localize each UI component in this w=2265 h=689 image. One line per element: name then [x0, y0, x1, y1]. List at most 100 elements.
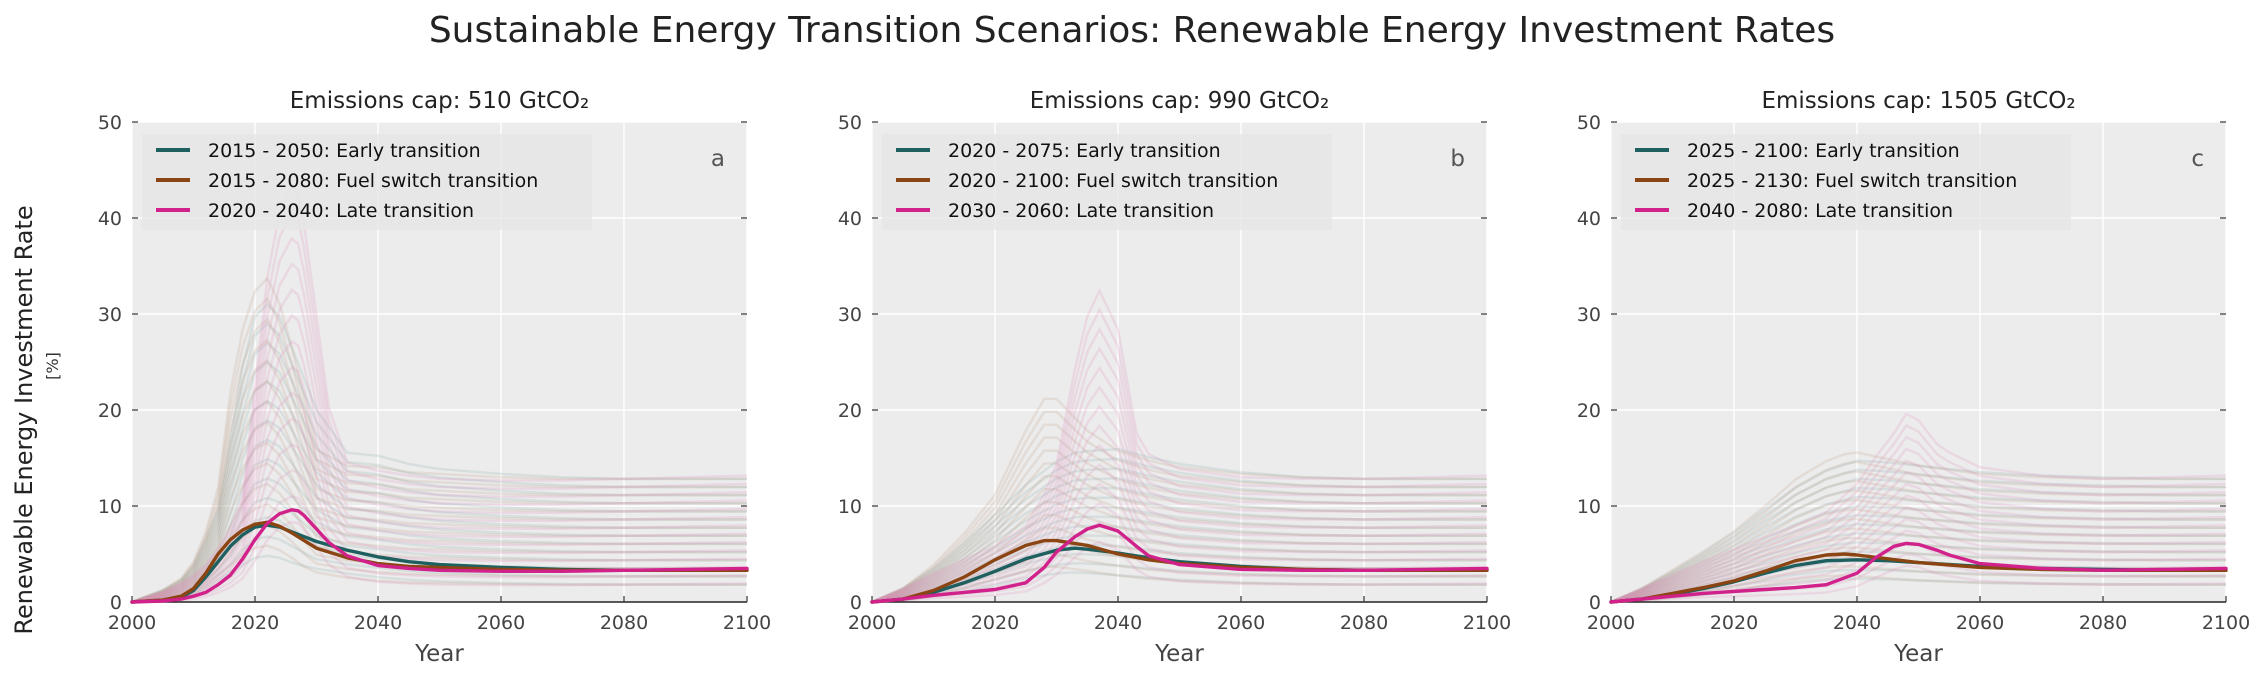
ensemble-line — [132, 236, 747, 602]
ensemble-line — [132, 276, 747, 602]
ensemble-line — [872, 475, 1487, 602]
ensemble-line — [1611, 470, 2226, 602]
ensemble-line — [132, 321, 747, 602]
series-line-late — [1609, 541, 2228, 604]
legend-entry: 2030 - 2060: Late transition — [948, 200, 1214, 222]
ensemble-line — [872, 565, 1487, 602]
ensemble-line — [1611, 451, 2226, 602]
ensemble-line — [1611, 486, 2226, 602]
ensemble-line — [132, 399, 747, 602]
ensemble-line — [1611, 508, 2226, 602]
x-tick-label: 2000 — [1587, 612, 1635, 634]
y-tick-label: 40 — [98, 208, 122, 230]
ensemble-line — [872, 447, 1487, 602]
ensemble-line — [1611, 482, 2226, 602]
series-line-late — [130, 508, 749, 604]
y-tick-label: 20 — [98, 400, 122, 422]
legend-entry: 2015 - 2050: Early transition — [208, 140, 481, 162]
ensemble-line — [132, 339, 747, 602]
ensemble-line — [872, 462, 1487, 602]
ensemble-line — [132, 417, 747, 602]
ensemble-line — [1611, 479, 2226, 602]
ensemble-line — [1611, 527, 2226, 602]
ensemble-line — [872, 486, 1487, 602]
ensemble-line — [1611, 412, 2226, 602]
ensemble-line — [872, 307, 1487, 602]
x-tick-label: 2040 — [1094, 612, 1142, 634]
ensemble-line — [872, 462, 1487, 602]
ensemble-line — [132, 380, 747, 602]
ensemble-line — [1611, 460, 2226, 602]
series-line-late — [870, 523, 1489, 604]
ensemble-line — [132, 418, 747, 602]
y-tick-label: 0 — [850, 592, 862, 614]
scenario-ensemble — [132, 184, 747, 602]
ensemble-line — [1611, 564, 2226, 602]
legend-entry: 2020 - 2040: Late transition — [208, 200, 474, 222]
y-tick-label: 30 — [838, 304, 862, 326]
ensemble-line — [872, 506, 1487, 602]
x-tick-label: 2000 — [848, 612, 896, 634]
panel-label: a — [711, 146, 725, 172]
chart-panel-c: 2000 2020 2040 2060 2080 2100 0 10 20 30 40 50 Year E… — [1577, 88, 2250, 667]
y-tick-label: 20 — [1577, 400, 1601, 422]
panel-label: b — [1450, 146, 1465, 172]
ensemble-line — [1611, 489, 2226, 602]
ensemble-line — [1611, 532, 2226, 602]
ensemble-line — [132, 391, 747, 602]
ensemble-line — [132, 535, 747, 602]
ensemble-line — [1611, 546, 2226, 602]
ensemble-line — [132, 400, 747, 602]
ensemble-line — [872, 436, 1487, 602]
ensemble-line — [872, 515, 1487, 602]
ensemble-line — [132, 443, 747, 602]
y-tick-label: 10 — [1577, 496, 1601, 518]
panel-title: Emissions cap: 1505 GtCO₂ — [1761, 88, 2075, 114]
ensemble-line — [132, 302, 747, 602]
ensemble-line — [872, 423, 1487, 602]
ensemble-line — [132, 554, 747, 602]
x-tick-label: 2060 — [1217, 612, 1265, 634]
ensemble-line — [1611, 536, 2226, 602]
ensemble-line — [1611, 565, 2226, 602]
legend-entry: 2040 - 2080: Late transition — [1687, 200, 1953, 222]
ensemble-line — [132, 520, 747, 602]
chart-panel-b: 2000 2020 2040 2060 2080 2100 0 10 20 30 40 50 Year E… — [838, 88, 1511, 667]
ensemble-line — [1611, 459, 2226, 602]
ensemble-line — [872, 496, 1487, 602]
ensemble-line — [1611, 541, 2226, 602]
ensemble-line — [132, 544, 747, 602]
ensemble-line — [132, 296, 747, 602]
legend-entry: 2015 - 2080: Fuel switch transition — [208, 170, 538, 192]
ensemble-line — [132, 523, 747, 602]
y-tick-label: 0 — [1589, 592, 1601, 614]
panel-label: c — [2191, 146, 2204, 172]
x-tick-label: 2080 — [1340, 612, 1388, 634]
ensemble-line — [1611, 470, 2226, 602]
ensemble-line — [872, 457, 1487, 602]
y-tick-label: 50 — [838, 112, 862, 134]
x-tick-label: 2060 — [477, 612, 525, 634]
ensemble-line — [872, 524, 1487, 602]
ensemble-line — [132, 379, 747, 602]
ensemble-line — [132, 494, 747, 602]
x-tick-label: 2100 — [723, 612, 771, 634]
x-axis-label: Year — [1893, 641, 1943, 667]
x-tick-label: 2100 — [2202, 612, 2250, 634]
ensemble-line — [132, 317, 747, 602]
ensemble-line — [132, 365, 747, 602]
legend: 2020 - 2075: Early transition 2020 - 2100… — [882, 134, 1332, 230]
x-tick-label: 2020 — [971, 612, 1019, 634]
ensemble-line — [1611, 447, 2226, 602]
ensemble-line — [132, 358, 747, 602]
ensemble-line — [1611, 505, 2226, 602]
ensemble-line — [1611, 459, 2226, 602]
x-tick-label: 2020 — [231, 612, 279, 634]
y-tick-label: 0 — [110, 592, 122, 614]
legend-entry: 2020 - 2075: Early transition — [948, 140, 1221, 162]
ensemble-line — [872, 561, 1487, 602]
ensemble-line — [1611, 517, 2226, 602]
ensemble-line — [1611, 504, 2226, 602]
x-tick-label: 2000 — [108, 612, 156, 634]
